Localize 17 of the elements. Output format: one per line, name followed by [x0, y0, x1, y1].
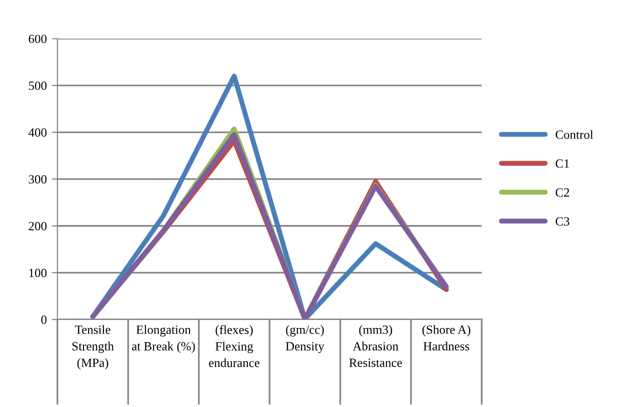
y-tick-label: 0 [41, 316, 47, 324]
y-tick-label: 300 [28, 175, 47, 184]
y-tick-label: 200 [28, 222, 47, 230]
x-tick-label: (Shore A) Hardness [422, 325, 470, 350]
x-tick-label: Tensile Strength (MPa) [72, 325, 114, 370]
x-tick-label: (mm3) Abrasion Resistance [349, 325, 402, 367]
x-tick-label: (gm/cc) Density [286, 325, 324, 354]
x-tick-label: Elongation at Break (%) [132, 325, 195, 354]
legend-label: C3 [556, 217, 570, 226]
legend-label: C1 [556, 159, 570, 168]
y-tick-label: 500 [28, 81, 47, 90]
y-tick-label: 400 [28, 128, 47, 137]
y-tick-label: 100 [29, 268, 47, 278]
y-tick-label: 600 [28, 34, 47, 44]
x-tick-label: (flexes) Flexing endurance [209, 325, 260, 368]
legend-label: Control [556, 130, 594, 139]
legend-label: C2 [556, 188, 570, 197]
